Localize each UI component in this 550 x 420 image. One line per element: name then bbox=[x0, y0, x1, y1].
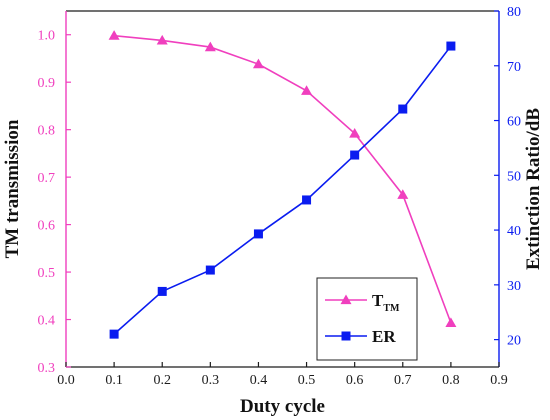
data-point-er bbox=[350, 150, 360, 160]
y-left-tick-label: 0.4 bbox=[38, 314, 56, 329]
data-point-t-tm bbox=[108, 30, 120, 40]
x-axis-title: Duty cycle bbox=[240, 396, 325, 417]
y-right-tick-label: 80 bbox=[507, 5, 521, 20]
legend-marker-square bbox=[341, 331, 351, 341]
x-tick-label: 0.7 bbox=[394, 373, 412, 388]
data-point-er bbox=[109, 329, 119, 339]
x-tick-label: 0.5 bbox=[298, 373, 316, 388]
data-point-er bbox=[446, 41, 456, 51]
axes: 0.0 0.1 0.2 0.3 0.4 0.5 0.6 0.7 0.8 0.9 0.3 0.4 0.5 0… bbox=[38, 5, 522, 388]
y-left-tick-label: 0.9 bbox=[38, 76, 56, 91]
y-right-tick-label: 70 bbox=[507, 60, 521, 75]
legend-label-er: ER bbox=[372, 327, 396, 346]
x-tick-label: 0.0 bbox=[57, 373, 75, 388]
data-point-t-tm bbox=[252, 58, 264, 69]
data-point-er bbox=[205, 265, 215, 275]
data-point-er bbox=[398, 104, 408, 114]
data-point-t-tm bbox=[397, 189, 409, 199]
data-point-er bbox=[253, 229, 263, 239]
legend-marker-triangle bbox=[340, 294, 352, 305]
legend-label-t-tm: TTM bbox=[372, 291, 400, 314]
series-line-er bbox=[113, 45, 452, 335]
data-point-er bbox=[302, 195, 312, 205]
data-point-t-tm bbox=[301, 85, 313, 95]
y-left-tick-label: 1.0 bbox=[38, 29, 56, 44]
legend-label-t-tm-main: T bbox=[372, 291, 384, 310]
y-left-tick-label: 0.5 bbox=[38, 266, 56, 281]
x-tick-label: 0.8 bbox=[442, 373, 460, 388]
data-point-er bbox=[157, 286, 167, 296]
y-axis-right-title: Extinction Ratio/dB bbox=[523, 108, 544, 270]
y-left-tick-label: 0.3 bbox=[38, 361, 56, 376]
y-right-tick-label: 30 bbox=[507, 279, 521, 294]
y-axis-left-title: TM transmission bbox=[2, 119, 23, 258]
data-point-t-tm bbox=[445, 317, 457, 327]
series-layer bbox=[108, 30, 457, 339]
legend-label-t-tm-subscript: TM bbox=[383, 303, 400, 314]
y-right-tick-label: 60 bbox=[507, 115, 521, 130]
y-right-tick-label: 50 bbox=[507, 169, 521, 184]
series-line-t-tm bbox=[114, 34, 452, 324]
x-tick-label: 0.6 bbox=[346, 373, 364, 388]
data-point-t-tm bbox=[156, 34, 168, 45]
x-tick-label: 0.4 bbox=[250, 373, 268, 388]
x-tick-label: 0.9 bbox=[490, 373, 508, 388]
data-point-t-tm bbox=[204, 41, 216, 52]
x-tick-label: 0.1 bbox=[105, 373, 123, 388]
y-left-tick-label: 0.7 bbox=[38, 171, 56, 186]
legend: TTM ER bbox=[316, 277, 418, 361]
legend-box bbox=[316, 277, 418, 361]
x-tick-label: 0.2 bbox=[153, 373, 171, 388]
y-left-tick-label: 0.6 bbox=[38, 219, 56, 234]
y-right-tick-label: 20 bbox=[507, 334, 521, 349]
y-right-tick-label: 40 bbox=[507, 224, 521, 239]
y-left-tick-label: 0.8 bbox=[38, 124, 56, 139]
data-point-t-tm bbox=[349, 127, 361, 138]
x-tick-label: 0.3 bbox=[202, 373, 220, 388]
